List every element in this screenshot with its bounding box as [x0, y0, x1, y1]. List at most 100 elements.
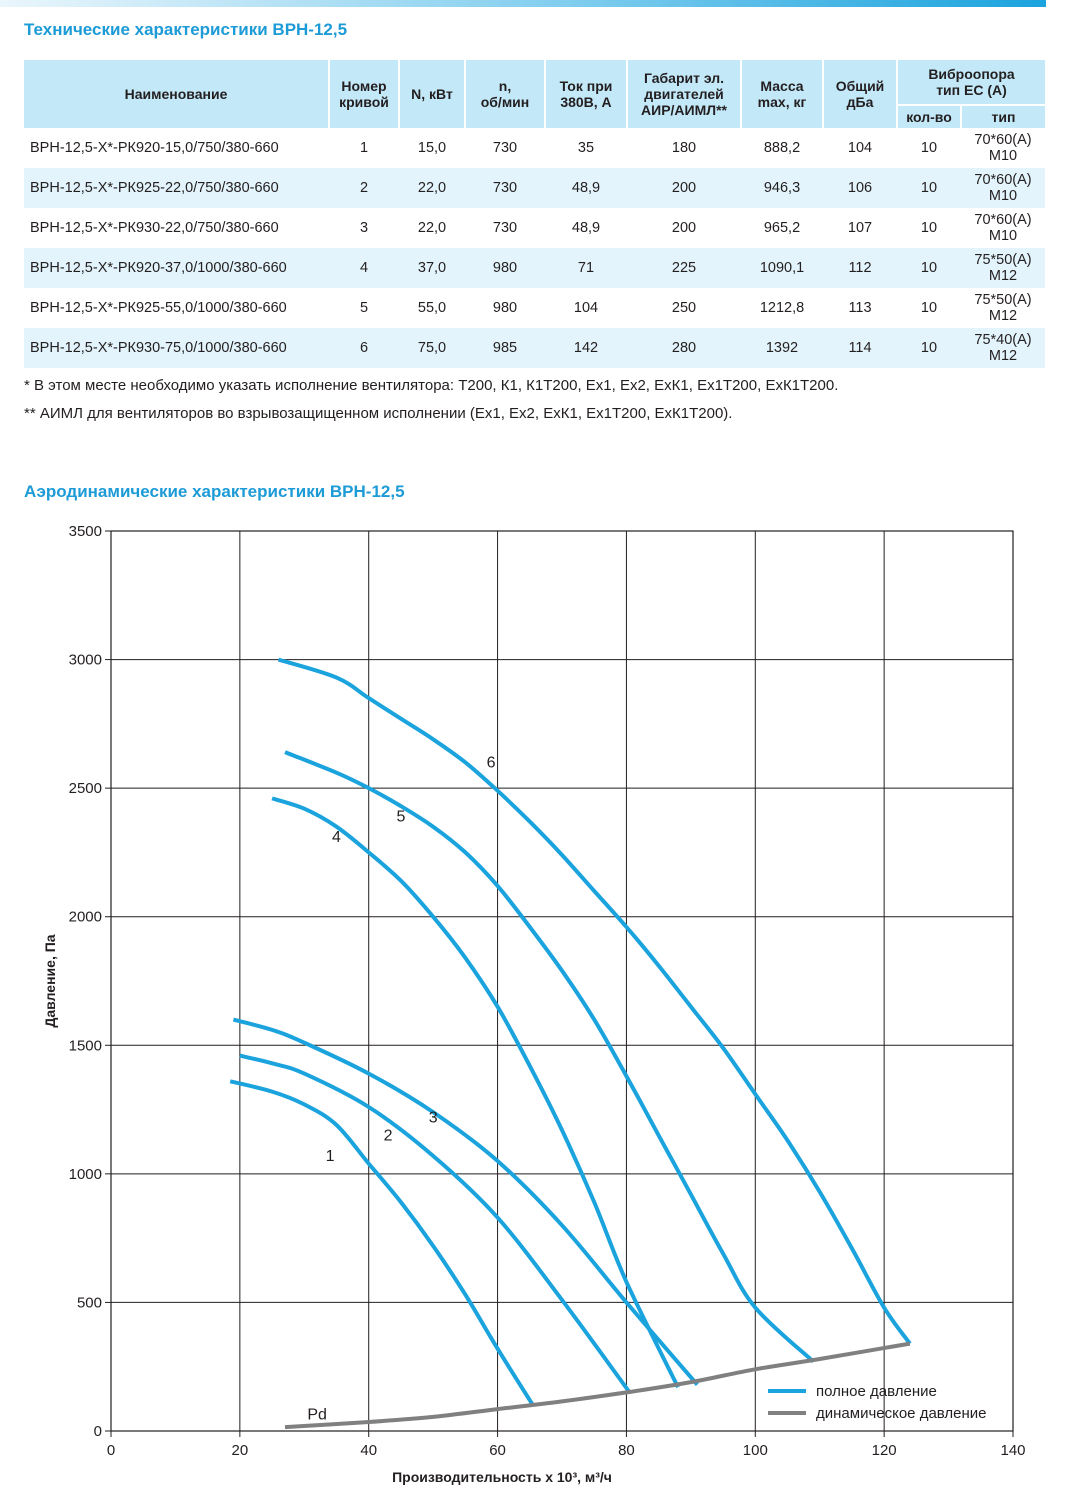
cell-vibro-qty: 10 [920, 220, 938, 236]
cell-name: ВРН-12,5-Х*-РК920-15,0/750/380-660 [30, 140, 279, 156]
x-tick-label: 60 [489, 1442, 506, 1459]
curve-1-line [229, 1079, 535, 1407]
cell-power: 22,0 [399, 168, 465, 208]
spec-table: Наименование Номер кривой N, кВт n, об/мин… [24, 60, 1045, 368]
cell-speed: 730 [492, 140, 518, 156]
col-header-vibro-type: тип [961, 105, 1045, 128]
cell-curve: 6 [329, 328, 399, 368]
table-row: ВРН-12,5-Х*-РК920-37,0/1000/380-660 4 37… [24, 248, 1045, 288]
curve-4-line [271, 796, 680, 1389]
col-header-speed: n, об/мин [465, 60, 546, 128]
col-header-motor-size: Габарит эл. двигателей АИР/АИМЛ** [627, 60, 742, 128]
cell-speed: 730 [492, 220, 518, 236]
col-header-vibro-qty: кол-во [897, 105, 962, 128]
y-tick-label: 3000 [69, 652, 102, 669]
legend-label-dynamic: динамическое давление [816, 1405, 987, 1422]
cell-motor-size: 280 [627, 328, 741, 368]
cell-speed: 730 [465, 168, 545, 208]
curve-3-label: 3 [429, 1109, 438, 1126]
y-axis-label: Давление, Па [42, 934, 58, 1027]
x-tick-label: 80 [618, 1442, 635, 1459]
cell-mass: 1392 [741, 328, 823, 368]
cell-motor-size: 200 [627, 168, 741, 208]
footnote: * В этом месте необходимо указать исполн… [24, 377, 839, 394]
curve-1-label: 1 [326, 1148, 335, 1165]
cell-curve: 5 [359, 300, 369, 316]
y-tick-label: 0 [94, 1423, 102, 1440]
col-header-curve: Номер кривой [329, 60, 400, 128]
cell-motor-size: 180 [671, 140, 697, 156]
curve-6-label: 6 [487, 755, 496, 772]
cell-vibro-type: 75*40(А) М12 [961, 328, 1045, 368]
curve-5-line [284, 750, 815, 1364]
cell-motor-size: 200 [671, 220, 697, 236]
table-title: Технические характеристики ВРН-12,5 [24, 20, 348, 39]
x-tick-label: 0 [107, 1442, 115, 1459]
cell-speed: 980 [492, 300, 518, 316]
col-header-name: Наименование [24, 60, 330, 128]
cell-noise: 114 [823, 328, 897, 368]
cell-mass: 1090,1 [741, 248, 823, 288]
cell-name: ВРН-12,5-Х*-РК925-22,0/750/380-660 [24, 168, 329, 208]
curve-3-line [232, 1017, 699, 1387]
table-row: ВРН-12,5-Х*-РК930-75,0/1000/380-660 6 75… [24, 328, 1045, 368]
legend-label-full: полное давление [816, 1383, 937, 1400]
y-tick-label: 500 [77, 1294, 102, 1311]
x-tick-label: 140 [1000, 1442, 1025, 1459]
curve-4-label: 4 [332, 829, 341, 846]
cell-speed: 980 [465, 248, 545, 288]
y-tick-label: 2000 [69, 909, 102, 926]
x-tick-label: 100 [743, 1442, 768, 1459]
cell-power: 22,0 [417, 220, 447, 236]
cell-vibro-type: 70*60(А) М10 [961, 168, 1045, 208]
cell-vibro-type: 70*60(А) М10 [974, 132, 1032, 164]
cell-noise: 112 [823, 248, 897, 288]
cell-vibro-qty: 10 [897, 328, 961, 368]
col-header-vibro: Виброопора тип ЕС (А) [897, 60, 1045, 106]
table-row: ВРН-12,5-Х*-РК925-55,0/1000/380-660 5 55… [24, 288, 1045, 328]
cell-mass: 946,3 [741, 168, 823, 208]
x-axis-label: Производительность х 10³, м³/ч [392, 1469, 612, 1485]
cell-power: 75,0 [399, 328, 465, 368]
cell-name: ВРН-12,5-Х*-РК925-55,0/1000/380-660 [30, 300, 287, 316]
chart-title: Аэродинамические характеристики ВРН-12,5 [24, 482, 405, 501]
cell-speed: 985 [465, 328, 545, 368]
cell-vibro-qty: 10 [920, 300, 938, 316]
cell-curve: 2 [329, 168, 399, 208]
y-tick-label: 1000 [69, 1166, 102, 1183]
cell-power: 55,0 [417, 300, 447, 316]
dynamic-pressure-line [284, 1341, 911, 1430]
cell-name: ВРН-12,5-Х*-РК930-75,0/1000/380-660 [24, 328, 329, 368]
cell-mass: 888,2 [763, 140, 801, 156]
curve-2-line [239, 1053, 632, 1394]
x-tick-label: 120 [872, 1442, 897, 1459]
y-tick-label: 1500 [69, 1037, 102, 1054]
cell-noise: 113 [848, 300, 872, 316]
cell-vibro-type: 70*60(А) М10 [974, 212, 1032, 244]
col-header-power: N, кВт [399, 60, 466, 128]
cell-noise: 106 [823, 168, 897, 208]
cell-vibro-qty: 10 [920, 140, 938, 156]
col-header-current: Ток при 380В, А [545, 60, 628, 128]
cell-motor-size: 250 [671, 300, 697, 316]
curve-5-label: 5 [396, 809, 405, 826]
table-row: ВРН-12,5-Х*-РК920-15,0/750/380-660 1 15,… [24, 128, 1045, 168]
curve-2-label: 2 [384, 1127, 393, 1144]
cell-vibro-type: 75*50(А) М12 [961, 248, 1045, 288]
y-tick-label: 3500 [69, 523, 102, 540]
pressure-chart: 0 20 40 60 80 100 120 140 0 500 1000 1500 2000 2500 30… [42, 523, 1026, 1485]
cell-curve: 3 [359, 220, 369, 236]
cell-curve: 1 [359, 140, 369, 156]
col-header-mass: Масса max, кг [741, 60, 824, 128]
cell-current: 104 [573, 300, 599, 316]
cell-vibro-qty: 10 [897, 168, 961, 208]
cell-current: 142 [545, 328, 627, 368]
cell-mass: 1212,8 [759, 300, 805, 316]
cell-power: 37,0 [399, 248, 465, 288]
cell-current: 35 [577, 140, 595, 156]
cell-current: 71 [545, 248, 627, 288]
cell-mass: 965,2 [763, 220, 801, 236]
cell-current: 48,9 [545, 168, 627, 208]
cell-curve: 4 [329, 248, 399, 288]
cell-motor-size: 225 [627, 248, 741, 288]
